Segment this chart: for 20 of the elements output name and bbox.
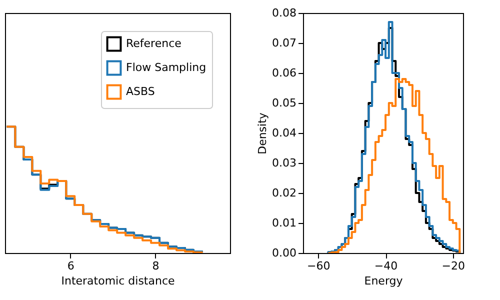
x-tick-label: −40 [374, 260, 398, 272]
legend-label: Flow Sampling [126, 61, 206, 74]
y-tick-label: 0.05 [272, 96, 296, 110]
x-tick-label: −60 [307, 260, 330, 272]
y-tick-label: 0.07 [272, 36, 296, 50]
x-tick-label: 8 [152, 260, 160, 272]
y-tick-label: 0.02 [272, 186, 296, 200]
y-tick-label: 0.00 [272, 246, 296, 260]
legend-label: Reference [126, 37, 182, 50]
y-tick-label: 0.01 [272, 216, 296, 230]
x-tick-label: −20 [442, 260, 466, 272]
x-axis-title: Interatomic distance [61, 274, 175, 288]
y-axis-title: Density [256, 112, 270, 154]
x-axis-title: Energy [364, 274, 404, 288]
legend-label: ASBS [126, 85, 155, 98]
y-tick-label: 0.06 [272, 66, 296, 80]
y-tick-label: 0.03 [272, 156, 296, 170]
x-tick-label: 6 [67, 260, 74, 272]
y-tick-label: 0.08 [272, 6, 296, 20]
y-tick-label: 0.04 [272, 126, 296, 140]
